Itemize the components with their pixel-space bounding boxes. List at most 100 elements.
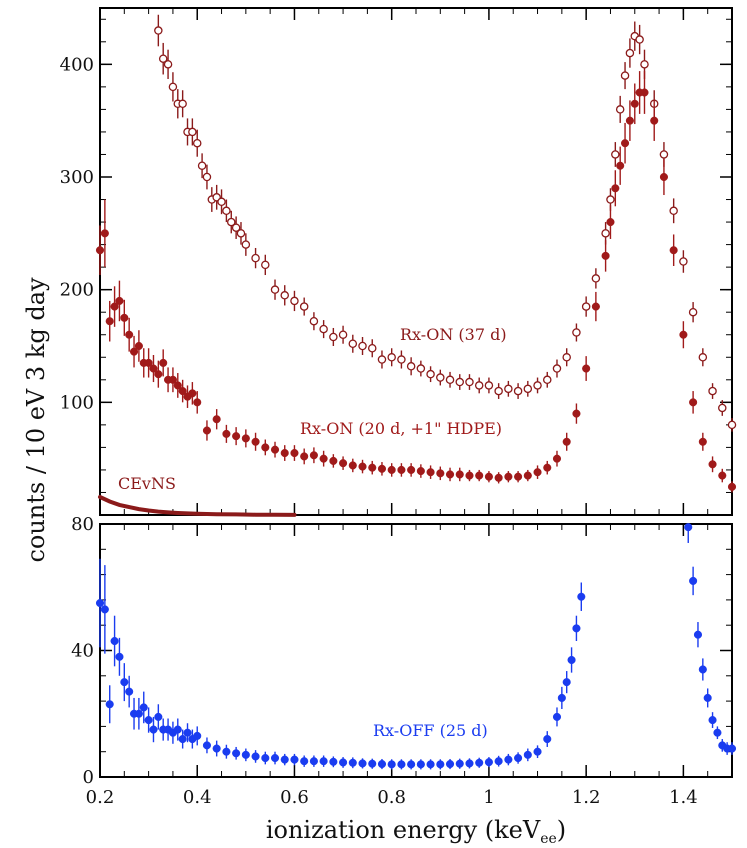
data-point-open: [178, 99, 187, 109]
data-point: [562, 678, 571, 687]
data-point-open: [222, 206, 231, 216]
y-axis-title: counts / 10 eV 3 kg day: [22, 277, 50, 563]
data-point-open: [367, 344, 377, 353]
x-axis-title-close: ): [557, 816, 566, 844]
data-point: [523, 471, 532, 480]
data-point: [319, 454, 328, 463]
data-point: [358, 759, 367, 768]
data-point: [100, 229, 109, 238]
data-point: [377, 464, 387, 473]
data-point: [105, 700, 114, 709]
data-point-open: [387, 353, 396, 362]
data-point: [154, 370, 163, 379]
data-point: [407, 465, 416, 474]
data-point: [319, 757, 328, 766]
data-point: [727, 744, 737, 753]
data-point: [202, 426, 212, 435]
data-point: [212, 415, 221, 424]
series-label-rx-off-25d: Rx-OFF (25 d): [373, 721, 488, 740]
data-point: [348, 461, 357, 470]
data-point: [543, 463, 552, 472]
data-point: [232, 749, 241, 758]
data-point: [679, 330, 688, 339]
data-point-open: [659, 150, 669, 159]
data-point: [606, 218, 615, 227]
data-point: [708, 460, 717, 469]
data-point: [377, 759, 387, 769]
data-point: [105, 317, 114, 326]
data-point: [601, 251, 610, 260]
top-panel-frame: [99, 7, 733, 516]
data-point: [290, 448, 299, 458]
data-point-open: [484, 381, 494, 390]
data-point: [232, 432, 241, 441]
data-point-open: [270, 285, 280, 294]
data-point-open: [669, 206, 678, 216]
data-point: [193, 398, 202, 407]
data-point: [698, 665, 707, 674]
data-point-open: [158, 54, 168, 63]
data-point-open: [698, 353, 708, 362]
data-point: [543, 735, 552, 744]
data-point: [339, 758, 348, 767]
x-tick-label: 1.4: [669, 787, 698, 808]
data-point: [149, 364, 158, 373]
data-point-open: [154, 26, 163, 35]
data-point-open: [168, 82, 178, 92]
data-point-open: [635, 35, 644, 44]
data-point: [134, 341, 143, 351]
data-point-open: [591, 274, 601, 283]
data-point-open: [188, 127, 197, 137]
data-point: [387, 760, 396, 769]
data-point: [611, 184, 620, 193]
data-point: [455, 759, 464, 768]
data-point-open: [217, 197, 226, 207]
data-point: [193, 731, 202, 740]
data-point: [426, 760, 435, 769]
data-point: [280, 755, 289, 764]
data-point: [504, 755, 513, 764]
data-point: [368, 463, 377, 472]
data-point-open: [319, 324, 328, 334]
y-tick-label: 100: [60, 392, 94, 413]
x-tick-label: 0.8: [377, 787, 406, 808]
data-point: [572, 409, 581, 418]
data-point: [416, 760, 425, 769]
data-point: [533, 747, 542, 756]
data-point: [523, 750, 532, 759]
data-point: [567, 655, 576, 665]
data-point-open: [562, 353, 571, 362]
data-point: [261, 443, 270, 452]
data-point: [241, 434, 250, 443]
data-point-open: [679, 257, 688, 266]
x-axis-title: ionization energy (keVee): [266, 816, 566, 847]
data-point-open: [348, 339, 358, 348]
data-point: [178, 735, 187, 744]
data-point-open: [309, 316, 319, 326]
data-point: [504, 472, 513, 481]
data-point: [139, 703, 148, 712]
series-label-rx-on-37d: Rx-ON (37 d): [400, 325, 507, 344]
data-point: [465, 471, 474, 480]
data-point: [270, 445, 280, 454]
data-point: [640, 88, 649, 97]
data-point: [416, 467, 425, 476]
data-point: [475, 471, 484, 480]
data-point: [173, 381, 182, 390]
data-point-open: [640, 60, 649, 69]
data-point: [703, 693, 712, 702]
data-point: [689, 398, 698, 407]
data-point: [339, 459, 348, 468]
data-point: [445, 759, 455, 769]
data-point: [280, 448, 289, 458]
data-point: [144, 358, 153, 367]
data-point-open: [494, 386, 503, 396]
x-tick-label: 1.2: [572, 787, 601, 808]
data-point: [241, 750, 250, 759]
data-point: [562, 437, 571, 446]
data-point: [154, 712, 163, 721]
data-point: [552, 712, 562, 721]
y-tick-label: 200: [60, 280, 94, 301]
data-point-open: [241, 240, 251, 249]
data-point-open: [426, 369, 435, 379]
